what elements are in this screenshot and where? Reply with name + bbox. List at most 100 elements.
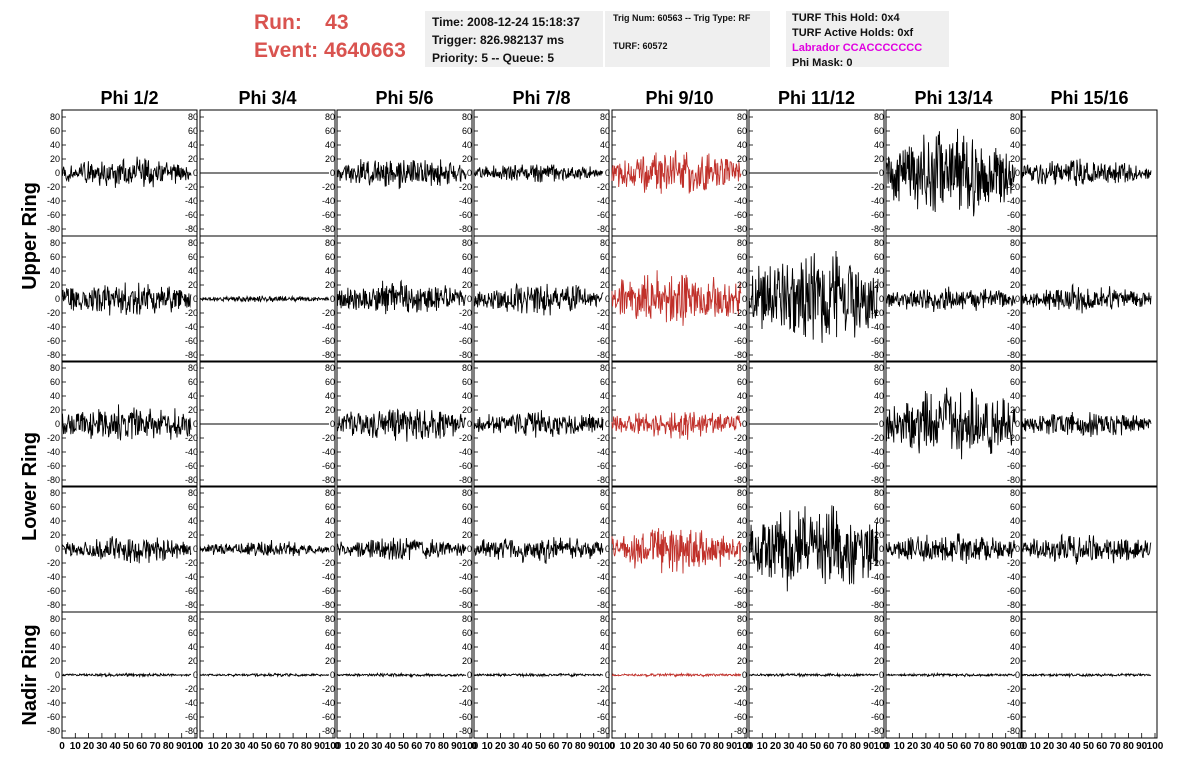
y-tick-label: 60 [737, 628, 747, 638]
y-tick-label: 40 [462, 391, 472, 401]
y-tick-label: -80 [1007, 224, 1020, 234]
y-tick-label: 80 [50, 238, 60, 248]
y-tick-label: -20 [871, 308, 884, 318]
y-tick-label: -40 [322, 698, 335, 708]
y-tick-label: 20 [188, 405, 198, 415]
y-tick-label: 0 [193, 294, 198, 304]
x-tick-label: 90 [451, 741, 463, 752]
y-tick-label: 0 [742, 294, 747, 304]
y-tick-label: 60 [874, 377, 884, 387]
x-tick-label: 50 [123, 741, 135, 752]
y-tick-label: 20 [1010, 280, 1020, 290]
y-tick-label: 0 [1015, 419, 1020, 429]
y-tick-label: -20 [871, 558, 884, 568]
y-tick-label: -80 [597, 224, 610, 234]
trig-info-box: Trig Num: 60563 -- Trig Type: RF TURF: 6… [605, 11, 770, 67]
waveform-trace [885, 533, 1016, 565]
y-tick-label: -20 [185, 433, 198, 443]
x-tick-label: 20 [770, 741, 782, 752]
y-tick-label: 60 [600, 252, 610, 262]
y-tick-label: -60 [597, 586, 610, 596]
x-tick-label: 90 [176, 741, 188, 752]
event-label: Event: [254, 39, 319, 62]
y-tick-label: -40 [734, 698, 747, 708]
y-tick-label: 80 [874, 614, 884, 624]
y-tick-label: 80 [1010, 614, 1020, 624]
y-tick-label: -60 [1007, 461, 1020, 471]
y-tick-label: 40 [874, 391, 884, 401]
y-tick-label: 40 [737, 266, 747, 276]
y-tick-label: 80 [874, 238, 884, 248]
y-tick-label: -20 [322, 182, 335, 192]
y-tick-label: -80 [1007, 475, 1020, 485]
y-tick-label: -60 [597, 210, 610, 220]
y-tick-label: 80 [737, 488, 747, 498]
x-tick-label: 90 [726, 741, 738, 752]
y-tick-label: 60 [874, 252, 884, 262]
x-tick-label: 80 [438, 741, 450, 752]
y-tick-label: 20 [874, 154, 884, 164]
y-tick-label: 60 [1010, 502, 1020, 512]
x-tick-label: 100 [325, 741, 342, 752]
x-tick-label: 20 [907, 741, 919, 752]
x-tick-label: 30 [371, 741, 383, 752]
y-tick-label: -20 [459, 684, 472, 694]
y-tick-label: -80 [185, 350, 198, 360]
y-tick-label: -20 [597, 308, 610, 318]
y-tick-label: 80 [462, 112, 472, 122]
y-tick-label: 20 [325, 280, 335, 290]
y-tick-label: 20 [600, 656, 610, 666]
y-tick-label: 80 [462, 614, 472, 624]
run-value: 43 [325, 11, 349, 34]
y-tick-label: 40 [1010, 140, 1020, 150]
x-tick-label: 80 [713, 741, 725, 752]
y-tick-label: -40 [459, 196, 472, 206]
y-tick-label: 60 [325, 377, 335, 387]
turf-hold-text: TURF This Hold: 0x4 [792, 12, 900, 24]
y-tick-label: -60 [185, 461, 198, 471]
waveform-trace [611, 270, 742, 326]
y-tick-label: -40 [597, 572, 610, 582]
y-tick-label: 0 [55, 294, 60, 304]
y-tick-label: -40 [459, 322, 472, 332]
x-tick-label: 10 [345, 741, 357, 752]
y-tick-label: 80 [1010, 488, 1020, 498]
y-tick-label: -40 [1007, 698, 1020, 708]
y-tick-label: 60 [600, 628, 610, 638]
x-tick-label: 30 [1056, 741, 1068, 752]
waveform-trace [61, 671, 192, 679]
y-tick-label: 20 [600, 154, 610, 164]
waveform-trace [748, 505, 879, 592]
x-tick-label: 40 [248, 741, 260, 752]
y-tick-label: 0 [742, 670, 747, 680]
x-tick-label: 40 [110, 741, 122, 752]
y-tick-label: 80 [50, 614, 60, 624]
y-tick-label: 80 [325, 614, 335, 624]
column-header: Phi 3/4 [238, 88, 296, 108]
y-tick-label: 0 [55, 419, 60, 429]
y-tick-label: 20 [600, 405, 610, 415]
y-tick-label: -80 [597, 475, 610, 485]
y-tick-label: 60 [874, 628, 884, 638]
y-tick-label: 20 [325, 530, 335, 540]
y-tick-label: 80 [600, 488, 610, 498]
y-tick-label: -80 [734, 600, 747, 610]
y-tick-label: 80 [462, 363, 472, 373]
y-tick-label: 80 [188, 488, 198, 498]
y-tick-label: -20 [47, 308, 60, 318]
y-tick-label: -60 [1007, 586, 1020, 596]
x-tick-label: 0 [197, 741, 203, 752]
y-tick-label: -60 [322, 336, 335, 346]
waveform-trace [336, 279, 467, 315]
y-tick-label: -80 [1007, 600, 1020, 610]
y-tick-label: -60 [734, 461, 747, 471]
y-tick-label: -20 [1007, 684, 1020, 694]
y-tick-label: 60 [325, 252, 335, 262]
y-tick-label: 0 [605, 168, 610, 178]
y-tick-label: -80 [185, 600, 198, 610]
y-tick-label: -20 [597, 433, 610, 443]
x-tick-label: 20 [83, 741, 95, 752]
y-tick-label: -40 [185, 196, 198, 206]
y-tick-label: -80 [871, 475, 884, 485]
y-tick-label: 60 [50, 628, 60, 638]
